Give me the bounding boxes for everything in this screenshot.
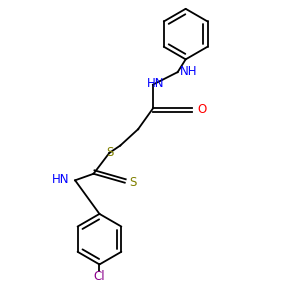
Text: HN: HN	[52, 173, 70, 186]
Text: NH: NH	[180, 65, 197, 78]
Text: S: S	[106, 146, 114, 160]
Text: S: S	[129, 176, 137, 189]
Text: Cl: Cl	[94, 270, 105, 283]
Text: O: O	[198, 103, 207, 116]
Text: HN: HN	[147, 76, 164, 90]
